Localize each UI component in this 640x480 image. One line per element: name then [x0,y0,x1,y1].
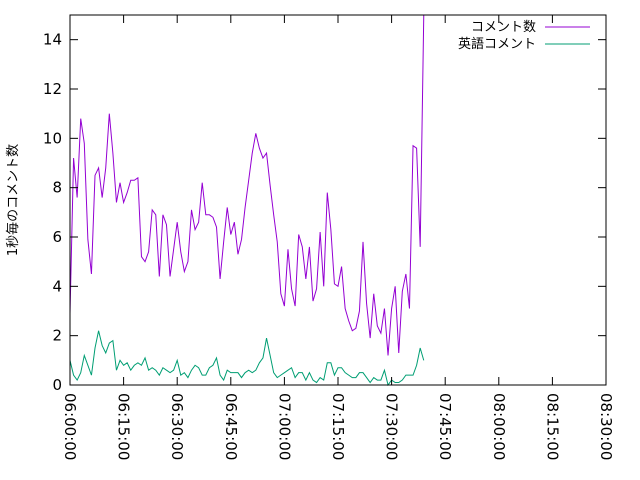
x-tick-label: 07:00:00 [275,393,293,460]
x-tick-label: 07:15:00 [329,393,347,460]
y-tick-label: 2 [52,327,62,345]
y-tick-label: 0 [52,376,62,394]
x-tick-label: 08:30:00 [597,393,615,460]
series-line-2 [69,330,425,387]
x-tick-label: 06:30:00 [168,393,186,460]
y-tick-label: 8 [52,179,62,197]
x-tick-label: 06:15:00 [115,393,133,460]
y-tick-label: 12 [43,80,62,98]
y-tick-label: 4 [52,277,62,295]
legend-label-2: 英語コメント [458,36,536,52]
series-line-1 [69,14,425,356]
y-tick-label: 10 [43,129,62,147]
x-tick-label: 08:15:00 [543,393,561,460]
x-tick-label: 07:30:00 [383,393,401,460]
x-tick-label: 07:45:00 [436,393,454,460]
ticks-layer: 0 2 4 6 8 10 12 14 06:00:00 06:15:00 06:30:00 06:45… [43,15,615,460]
y-tick-label: 14 [43,31,62,49]
y-axis-label: 1秒毎のコメント数 [5,144,21,256]
legend-label-1: コメント数 [471,20,536,35]
x-tick-label: 06:45:00 [222,393,240,460]
series-layer [69,14,425,387]
y-tick-label: 6 [52,228,62,246]
x-tick-label: 08:00:00 [490,393,508,460]
plot-frame [69,14,607,386]
x-tick-label: 06:00:00 [61,393,79,460]
